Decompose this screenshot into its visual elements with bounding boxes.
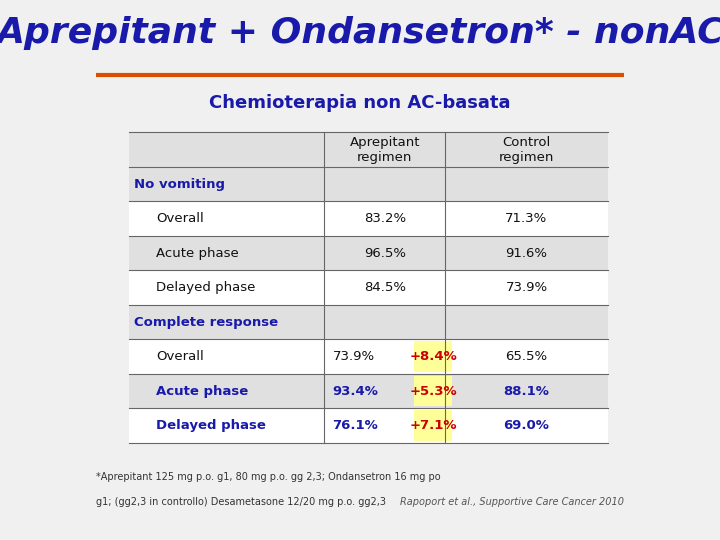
Text: +8.4%: +8.4% [409, 350, 457, 363]
Bar [129, 236, 608, 271]
Bar [414, 376, 452, 406]
Text: Overall: Overall [156, 212, 204, 225]
Text: 65.5%: 65.5% [505, 350, 547, 363]
Text: 76.1%: 76.1% [333, 419, 378, 432]
Text: Complete response: Complete response [135, 315, 279, 328]
Text: Chemioterapia non AC-basata: Chemioterapia non AC-basata [210, 94, 510, 112]
Text: Aprepitant + Ondansetron* - nonAC: Aprepitant + Ondansetron* - nonAC [0, 16, 720, 50]
Bar [129, 201, 608, 236]
Bar [129, 374, 608, 408]
Text: No vomiting: No vomiting [135, 178, 225, 191]
Bar [414, 341, 452, 372]
Text: 69.0%: 69.0% [503, 419, 549, 432]
Bar [129, 408, 608, 443]
Text: g1; (gg2,3 in controllo) Desametasone 12/20 mg p.o. gg2,3: g1; (gg2,3 in controllo) Desametasone 12… [96, 497, 386, 507]
Bar [129, 305, 608, 339]
Bar [414, 410, 452, 441]
Text: 83.2%: 83.2% [364, 212, 406, 225]
Bar [129, 132, 608, 167]
Bar [129, 271, 608, 305]
Text: 71.3%: 71.3% [505, 212, 548, 225]
Text: Rapoport et al., Supportive Care Cancer 2010: Rapoport et al., Supportive Care Cancer … [400, 497, 624, 507]
Text: +5.3%: +5.3% [410, 384, 457, 397]
Text: *Aprepitant 125 mg p.o. g1, 80 mg p.o. gg 2,3; Ondansetron 16 mg po: *Aprepitant 125 mg p.o. g1, 80 mg p.o. g… [96, 472, 441, 483]
Text: +7.1%: +7.1% [410, 419, 457, 432]
Text: Control
regimen: Control regimen [499, 136, 554, 164]
Text: Delayed phase: Delayed phase [156, 281, 256, 294]
Text: 91.6%: 91.6% [505, 247, 547, 260]
Text: Overall: Overall [156, 350, 204, 363]
Bar [129, 167, 608, 201]
Text: Acute phase: Acute phase [156, 247, 239, 260]
Bar [129, 339, 608, 374]
Text: Acute phase: Acute phase [156, 384, 248, 397]
Text: Delayed phase: Delayed phase [156, 419, 266, 432]
Text: Aprepitant
regimen: Aprepitant regimen [349, 136, 420, 164]
Text: 73.9%: 73.9% [333, 350, 374, 363]
Text: 73.9%: 73.9% [505, 281, 547, 294]
Text: 88.1%: 88.1% [503, 384, 549, 397]
Text: 84.5%: 84.5% [364, 281, 406, 294]
Text: 93.4%: 93.4% [333, 384, 379, 397]
Text: 96.5%: 96.5% [364, 247, 406, 260]
